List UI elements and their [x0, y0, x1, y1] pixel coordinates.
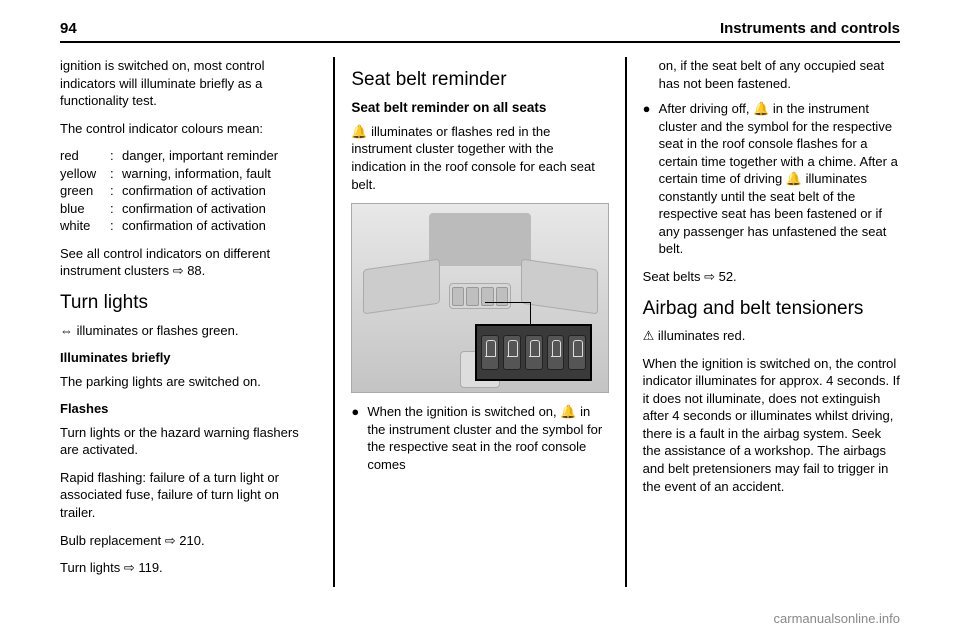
sunroof-shape — [429, 213, 531, 266]
roof-console-illustration — [351, 203, 608, 393]
color-key: red — [60, 147, 110, 165]
color-key: blue — [60, 200, 110, 218]
page-number: 94 — [60, 20, 77, 37]
bullet-item-2: ● After driving off, 🔔 in the instrument… — [643, 100, 900, 258]
color-sep: : — [110, 147, 122, 165]
seat-icon — [503, 335, 521, 371]
header-divider — [60, 41, 900, 43]
flashes-text-1: Turn lights or the hazard warning flashe… — [60, 424, 317, 459]
turn-lights-title: Turn lights — [60, 290, 317, 316]
illuminates-briefly-title: Illuminates briefly — [60, 349, 317, 367]
column-divider-2 — [625, 57, 627, 587]
sun-visor-right — [521, 259, 598, 315]
seat-icon — [481, 335, 499, 371]
color-sep: : — [110, 217, 122, 235]
seat-belts-ref: Seat belts ⇨ 52. — [643, 268, 900, 286]
color-val: warning, information, fault — [122, 165, 317, 183]
flashes-text-2: Rapid flashing: failure of a turn light … — [60, 469, 317, 522]
seat-belt-reminder-title: Seat belt reminder — [351, 67, 608, 93]
airbag-para: When the ignition is switched on, the co… — [643, 355, 900, 495]
color-val: confirmation of activation — [122, 217, 317, 235]
color-row-red: red : danger, important reminder — [60, 147, 317, 165]
color-row-white: white : confirmation of activation — [60, 217, 317, 235]
turn-lights-line: ⇔ illuminates or flashes green. — [60, 322, 317, 340]
color-sep: : — [110, 165, 122, 183]
column-divider-1 — [333, 57, 335, 587]
color-val: confirmation of activation — [122, 200, 317, 218]
color-val: danger, important reminder — [122, 147, 317, 165]
bullet-indent-spacer — [643, 57, 659, 92]
header-section-title: Instruments and controls — [720, 20, 900, 37]
color-sep: : — [110, 182, 122, 200]
turn-lights-ref: Turn lights ⇨ 119. — [60, 559, 317, 577]
bullet-item-cont: on, if the seat belt of any occupied sea… — [643, 57, 900, 92]
seat-belt-bullet-list: ● When the ignition is switched on, 🔔 in… — [351, 403, 608, 473]
see-all-indicators: See all control indicators on different … — [60, 245, 317, 280]
color-key: yellow — [60, 165, 110, 183]
continued-bullet-list: on, if the seat belt of any occupied sea… — [643, 57, 900, 258]
footer-source: carmanualsonline.info — [774, 611, 900, 626]
flashes-title: Flashes — [60, 400, 317, 418]
color-table: red : danger, important reminder yellow … — [60, 147, 317, 235]
bullet-text-1: When the ignition is switched on, 🔔 in t… — [367, 403, 608, 473]
color-row-yellow: yellow : warning, information, fault — [60, 165, 317, 183]
color-key: white — [60, 217, 110, 235]
intro-para-1: ignition is switched on, most control in… — [60, 57, 317, 110]
bullet-dot-icon: ● — [643, 100, 659, 258]
color-sep: : — [110, 200, 122, 218]
seat-belt-reminder-subtitle: Seat belt reminder on all seats — [351, 99, 608, 117]
illuminates-briefly-text: The parking lights are switched on. — [60, 373, 317, 391]
column-1: ignition is switched on, most control in… — [60, 57, 329, 587]
color-row-blue: blue : confirmation of activation — [60, 200, 317, 218]
sun-visor-left — [363, 259, 440, 315]
color-key: green — [60, 182, 110, 200]
seat-belt-para-1: 🔔 illuminates or flashes red in the inst… — [351, 123, 608, 193]
seat-icon — [568, 335, 586, 371]
airbag-line: ⚠ illuminates red. — [643, 327, 900, 345]
seat-icon — [547, 335, 565, 371]
seat-belt-indicator-callout — [475, 324, 592, 380]
bullet-dot-icon: ● — [351, 403, 367, 473]
color-val: confirmation of activation — [122, 182, 317, 200]
bullet-text-2: After driving off, 🔔 in the instrument c… — [659, 100, 900, 258]
bullet-continuation-text: on, if the seat belt of any occupied sea… — [659, 57, 900, 92]
bulb-replacement-ref: Bulb replacement ⇨ 210. — [60, 532, 317, 550]
bullet-item-1: ● When the ignition is switched on, 🔔 in… — [351, 403, 608, 473]
airbag-title: Airbag and belt tensioners — [643, 296, 900, 322]
column-2: Seat belt reminder Seat belt reminder on… — [339, 57, 620, 587]
intro-para-2: The control indicator colours mean: — [60, 120, 317, 138]
color-row-green: green : confirmation of activation — [60, 182, 317, 200]
seat-icon — [525, 335, 543, 371]
column-3: on, if the seat belt of any occupied sea… — [631, 57, 900, 587]
